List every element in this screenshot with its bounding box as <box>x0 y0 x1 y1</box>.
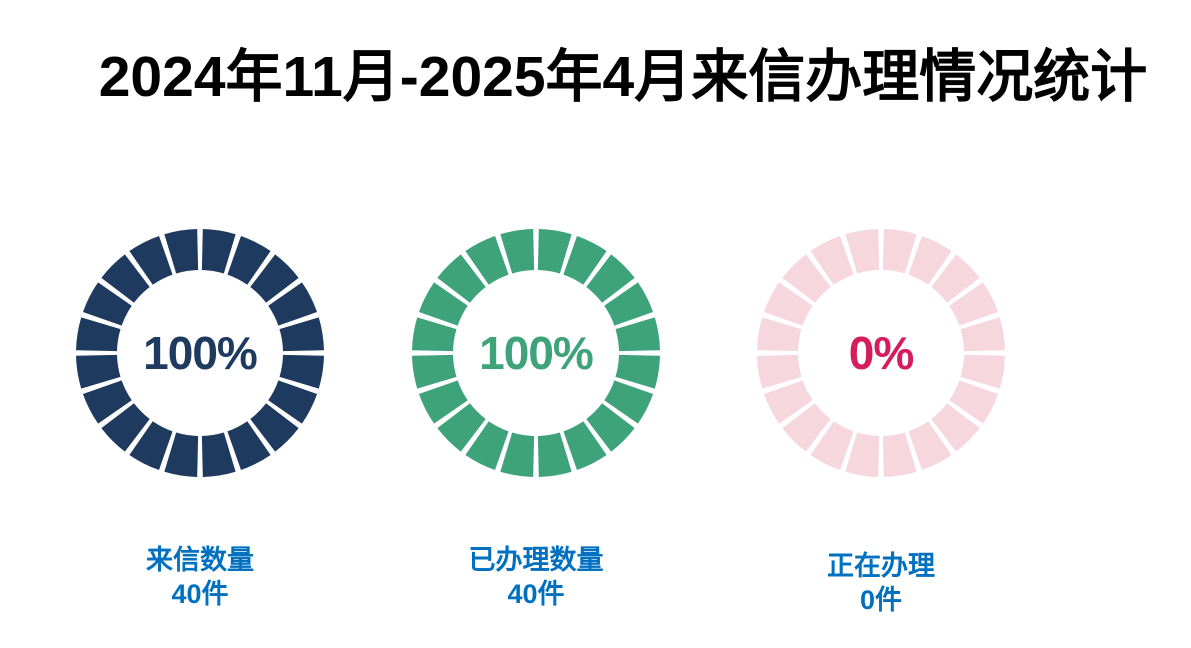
percent-value-in-progress: 0% <box>848 327 914 379</box>
donut-ring-in-progress: 0% <box>757 229 1005 477</box>
chart-letters-received: 100% 来信数量 40件 <box>76 229 324 611</box>
chart-processed: 100% 已办理数量 40件 <box>412 229 660 611</box>
chart-label-count: 40件 <box>507 579 565 609</box>
percent-value-letters-received: 100% <box>143 327 258 379</box>
chart-label-in-progress: 正在办理 0件 <box>757 549 1005 617</box>
chart-label-count: 0件 <box>859 585 903 615</box>
donut-ring-processed: 100% <box>412 229 660 477</box>
page-title: 2024年11月-2025年4月来信办理情况统计 <box>98 45 1148 109</box>
chart-label-letters-received: 来信数量 40件 <box>76 543 324 611</box>
percent-value-processed: 100% <box>479 327 594 379</box>
chart-in-progress: 0% 正在办理 0件 <box>757 229 1005 617</box>
chart-label-processed: 已办理数量 40件 <box>412 543 660 611</box>
chart-label-count: 40件 <box>171 579 229 609</box>
chart-label-name: 已办理数量 <box>468 545 604 575</box>
chart-label-name: 来信数量 <box>146 545 254 575</box>
chart-label-name: 正在办理 <box>827 551 935 581</box>
donut-ring-letters-received: 100% <box>76 229 324 477</box>
